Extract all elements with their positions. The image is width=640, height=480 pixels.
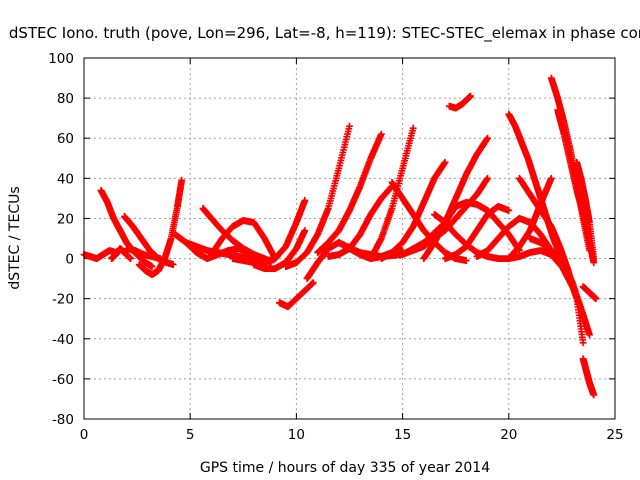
x-tick-label: 15 — [394, 427, 411, 443]
x-tick-label: 25 — [606, 427, 623, 443]
data-series — [367, 124, 417, 262]
data-series — [208, 217, 279, 262]
x-tick-label: 0 — [80, 427, 89, 443]
series-markers — [579, 355, 598, 399]
data-series — [505, 247, 593, 339]
y-tick-label: -40 — [52, 332, 74, 348]
grid-lines — [84, 58, 615, 419]
data-series — [123, 245, 164, 262]
y-tick-label: 80 — [57, 91, 74, 107]
x-tick-label: 20 — [500, 427, 517, 443]
data-series — [573, 158, 598, 262]
data-series — [282, 122, 353, 270]
y-tick-label: 40 — [57, 171, 74, 187]
series-markers — [516, 174, 587, 347]
chart-title: dSTEC Iono. truth (pove, Lon=296, Lat=-8… — [9, 24, 640, 43]
y-tick-label: -20 — [52, 292, 74, 308]
data-series — [182, 239, 254, 262]
data-series — [445, 92, 474, 112]
data-series — [579, 355, 598, 399]
data-series — [516, 174, 587, 347]
y-tick-label: 60 — [57, 131, 74, 147]
series-markers — [445, 92, 474, 112]
data-series — [314, 130, 385, 256]
data-series — [473, 215, 555, 260]
x-tick-label: 5 — [186, 427, 195, 443]
x-axis-label: GPS time / hours of day 335 of year 2014 — [200, 460, 490, 476]
data-series — [276, 279, 317, 311]
data-series — [108, 245, 135, 262]
series-markers — [579, 283, 600, 303]
y-tick-label: 20 — [57, 211, 74, 227]
data-series — [250, 227, 309, 272]
series-markers — [314, 130, 385, 256]
y-tick-label: 100 — [48, 51, 74, 67]
x-tick-label: 10 — [288, 427, 305, 443]
y-tick-label: -80 — [52, 412, 74, 428]
plot-frame — [83, 57, 616, 420]
y-axis-label: dSTEC / TECUs — [7, 186, 23, 289]
y-tick-label: 0 — [65, 252, 74, 268]
data-series — [579, 283, 600, 303]
data-series — [420, 134, 491, 262]
plot-area — [80, 74, 600, 399]
data-series — [399, 174, 491, 258]
y-tick-label: -60 — [52, 372, 74, 388]
data-series — [135, 176, 186, 278]
